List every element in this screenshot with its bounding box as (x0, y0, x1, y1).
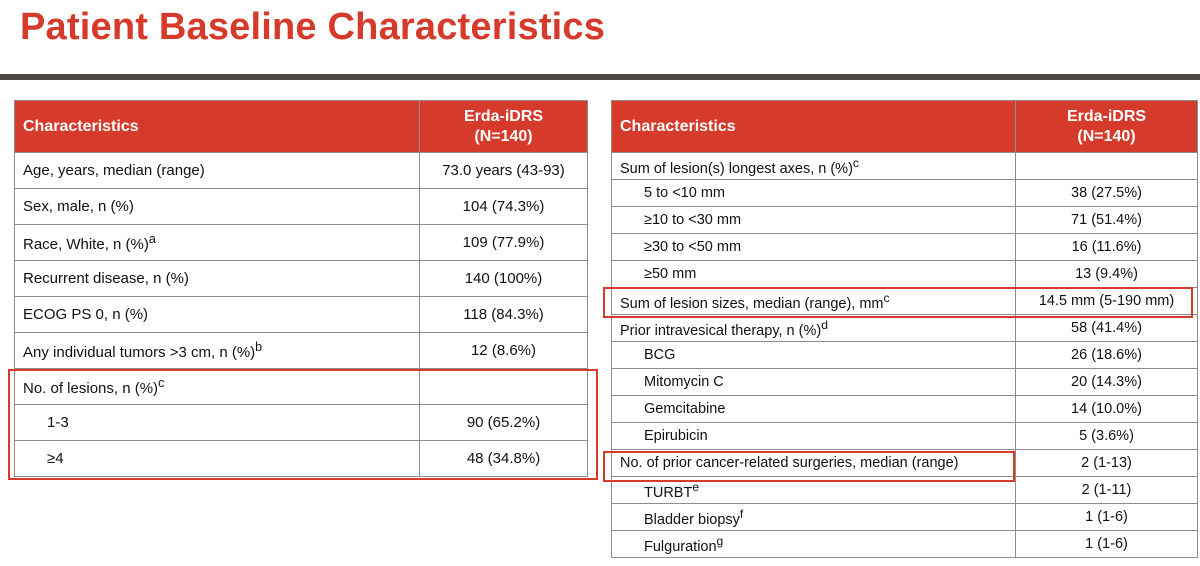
row-label: Mitomycin C (611, 368, 1016, 396)
row-value: 38 (27.5%) (1015, 179, 1198, 207)
row-value: 14 (10.0%) (1015, 395, 1198, 423)
header-characteristics: Characteristics (14, 100, 420, 153)
table-row: Sex, male, n (%) 104 (74.3%) (14, 188, 588, 225)
header-arm-n: (N=140) (1077, 127, 1136, 145)
table-row: Sum of lesion(s) longest axes, n (%)c (611, 152, 1198, 180)
baseline-table-right: Characteristics Erda-iDRS (N=140) Sum of… (611, 100, 1198, 558)
footnote-marker: c (158, 376, 165, 390)
table-row: Recurrent disease, n (%) 140 (100%) (14, 260, 588, 297)
table-row: TURBTe 2 (1-11) (611, 476, 1198, 504)
table-row: Fulgurationg 1 (1-6) (611, 530, 1198, 558)
row-label: ≥4 (14, 440, 420, 477)
footnote-marker: g (716, 533, 724, 548)
row-label: BCG (611, 341, 1016, 369)
row-value: 14.5 mm (5-190 mm) (1015, 287, 1198, 315)
table-row: Any individual tumors >3 cm, n (%)b 12 (… (14, 332, 588, 369)
row-value: 1 (1-6) (1015, 503, 1198, 531)
row-label: Prior intravesical therapy, n (%)d (611, 314, 1016, 342)
table-row: Mitomycin C 20 (14.3%) (611, 368, 1198, 396)
table-row: Race, White, n (%)a 109 (77.9%) (14, 224, 588, 261)
header-arm-name: Erda-iDRS (463, 107, 544, 125)
row-value: 2 (1-11) (1015, 476, 1198, 504)
table-row: Gemcitabine 14 (10.0%) (611, 395, 1198, 423)
row-value (1015, 152, 1198, 180)
footnote-marker: c (852, 155, 859, 170)
footnote-marker: f (739, 506, 744, 521)
row-value: 20 (14.3%) (1015, 368, 1198, 396)
row-value: 26 (18.6%) (1015, 341, 1198, 369)
row-label: No. of lesions, n (%)c (14, 368, 420, 405)
row-label: Epirubicin (611, 422, 1016, 450)
table-row: ≥10 to <30 mm 71 (51.4%) (611, 206, 1198, 234)
row-label: Recurrent disease, n (%) (14, 260, 420, 297)
table-row: ≥4 48 (34.8%) (14, 440, 588, 477)
table-row: 5 to <10 mm 38 (27.5%) (611, 179, 1198, 207)
table-row: Sum of lesion sizes, median (range), mmc… (611, 287, 1198, 315)
row-label: Sum of lesion sizes, median (range), mmc (611, 287, 1016, 315)
row-value: 140 (100%) (419, 260, 588, 297)
row-value: 1 (1-6) (1015, 530, 1198, 558)
table-row: No. of lesions, n (%)c (14, 368, 588, 405)
row-label: 1-3 (14, 404, 420, 441)
row-label: ≥30 to <50 mm (611, 233, 1016, 261)
row-value: 48 (34.8%) (419, 440, 588, 477)
table-row: ≥30 to <50 mm 16 (11.6%) (611, 233, 1198, 261)
row-label: 5 to <10 mm (611, 179, 1016, 207)
row-label: ≥10 to <30 mm (611, 206, 1016, 234)
table-row: Age, years, median (range) 73.0 years (4… (14, 152, 588, 189)
row-label: No. of prior cancer-related surgeries, m… (611, 449, 1016, 477)
row-label: Bladder biopsyf (611, 503, 1016, 531)
baseline-table-left: Characteristics Erda-iDRS (N=140) Age, y… (14, 100, 588, 477)
title-divider (0, 74, 1200, 80)
row-label: TURBTe (611, 476, 1016, 504)
header-erda-idrs: Erda-iDRS (N=140) (1015, 100, 1198, 153)
row-value: 12 (8.6%) (419, 332, 588, 369)
row-value: 71 (51.4%) (1015, 206, 1198, 234)
row-value: 73.0 years (43-93) (419, 152, 588, 189)
table-row: ≥50 mm 13 (9.4%) (611, 260, 1198, 288)
header-arm-n: (N=140) (474, 127, 533, 145)
footnote-marker: b (255, 340, 263, 354)
table-row: Prior intravesical therapy, n (%)d 58 (4… (611, 314, 1198, 342)
row-value: 13 (9.4%) (1015, 260, 1198, 288)
row-value: 58 (41.4%) (1015, 314, 1198, 342)
table-row: No. of prior cancer-related surgeries, m… (611, 449, 1198, 477)
row-label: Sum of lesion(s) longest axes, n (%)c (611, 152, 1016, 180)
page-title: Patient Baseline Characteristics (20, 6, 606, 48)
footnote-marker: d (821, 317, 828, 332)
table-row: Epirubicin 5 (3.6%) (611, 422, 1198, 450)
header-erda-idrs: Erda-iDRS (N=140) (419, 100, 588, 153)
row-label: Fulgurationg (611, 530, 1016, 558)
footnote-marker: a (148, 232, 156, 246)
table-row: 1-3 90 (65.2%) (14, 404, 588, 441)
row-value: 90 (65.2%) (419, 404, 588, 441)
table-row: ECOG PS 0, n (%) 118 (84.3%) (14, 296, 588, 333)
row-label: Race, White, n (%)a (14, 224, 420, 261)
table-header-row: Characteristics Erda-iDRS (N=140) (14, 100, 588, 153)
row-value: 16 (11.6%) (1015, 233, 1198, 261)
footnote-marker: e (692, 479, 700, 494)
header-arm-name: Erda-iDRS (1066, 107, 1147, 125)
row-value: 118 (84.3%) (419, 296, 588, 333)
footnote-marker: c (883, 290, 890, 305)
row-label: Age, years, median (range) (14, 152, 420, 189)
table-header-row: Characteristics Erda-iDRS (N=140) (611, 100, 1198, 153)
row-label: ECOG PS 0, n (%) (14, 296, 420, 333)
table-row: Bladder biopsyf 1 (1-6) (611, 503, 1198, 531)
row-value: 109 (77.9%) (419, 224, 588, 261)
row-label: Sex, male, n (%) (14, 188, 420, 225)
row-value: 104 (74.3%) (419, 188, 588, 225)
row-label: Any individual tumors >3 cm, n (%)b (14, 332, 420, 369)
row-label: ≥50 mm (611, 260, 1016, 288)
row-value: 2 (1-13) (1015, 449, 1198, 477)
row-value: 5 (3.6%) (1015, 422, 1198, 450)
row-label: Gemcitabine (611, 395, 1016, 423)
row-value (419, 368, 588, 405)
table-row: BCG 26 (18.6%) (611, 341, 1198, 369)
header-characteristics: Characteristics (611, 100, 1016, 153)
